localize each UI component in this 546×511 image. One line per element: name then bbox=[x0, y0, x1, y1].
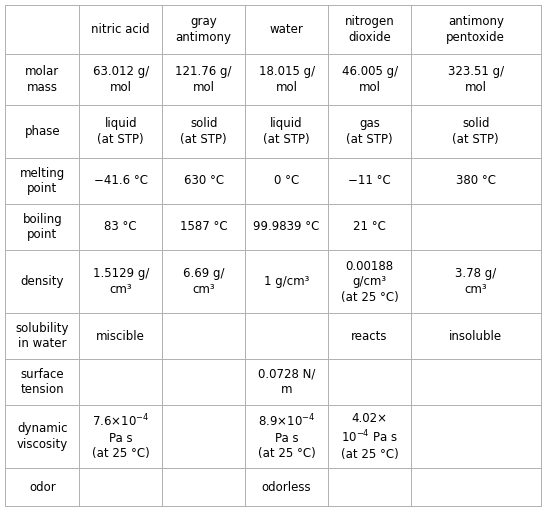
Text: solid
(at STP): solid (at STP) bbox=[180, 118, 227, 146]
Text: 99.9839 °C: 99.9839 °C bbox=[253, 220, 320, 234]
Text: surface
tension: surface tension bbox=[21, 368, 64, 397]
Text: 630 °C: 630 °C bbox=[183, 174, 224, 188]
Text: water: water bbox=[270, 23, 304, 36]
Text: gas
(at STP): gas (at STP) bbox=[346, 118, 393, 146]
Text: 7.6×10$^{-4}$
Pa s
(at 25 °C): 7.6×10$^{-4}$ Pa s (at 25 °C) bbox=[92, 413, 150, 460]
Text: odor: odor bbox=[29, 480, 56, 494]
Text: 18.015 g/
mol: 18.015 g/ mol bbox=[259, 65, 314, 94]
Text: nitrogen
dioxide: nitrogen dioxide bbox=[345, 15, 394, 44]
Text: −41.6 °C: −41.6 °C bbox=[94, 174, 148, 188]
Text: −11 °C: −11 °C bbox=[348, 174, 391, 188]
Text: 8.9×10$^{-4}$
Pa s
(at 25 °C): 8.9×10$^{-4}$ Pa s (at 25 °C) bbox=[258, 413, 316, 460]
Text: dynamic
viscosity: dynamic viscosity bbox=[17, 423, 68, 451]
Text: 323.51 g/
mol: 323.51 g/ mol bbox=[448, 65, 504, 94]
Text: 0.00188
g/cm³
(at 25 °C): 0.00188 g/cm³ (at 25 °C) bbox=[341, 260, 399, 304]
Text: gray
antimony: gray antimony bbox=[176, 15, 232, 44]
Text: 4.02×
10$^{-4}$ Pa s
(at 25 °C): 4.02× 10$^{-4}$ Pa s (at 25 °C) bbox=[341, 412, 399, 461]
Text: 3.78 g/
cm³: 3.78 g/ cm³ bbox=[455, 267, 496, 296]
Text: 1 g/cm³: 1 g/cm³ bbox=[264, 275, 310, 288]
Text: 1.5129 g/
cm³: 1.5129 g/ cm³ bbox=[93, 267, 149, 296]
Text: 46.005 g/
mol: 46.005 g/ mol bbox=[341, 65, 397, 94]
Text: 380 °C: 380 °C bbox=[456, 174, 496, 188]
Text: boiling
point: boiling point bbox=[22, 213, 62, 241]
Text: antimony
pentoxide: antimony pentoxide bbox=[447, 15, 505, 44]
Text: miscible: miscible bbox=[96, 330, 145, 342]
Text: melting
point: melting point bbox=[20, 167, 65, 195]
Text: 121.76 g/
mol: 121.76 g/ mol bbox=[175, 65, 232, 94]
Text: liquid
(at STP): liquid (at STP) bbox=[97, 118, 144, 146]
Text: 0.0728 N/
m: 0.0728 N/ m bbox=[258, 368, 316, 397]
Text: molar
mass: molar mass bbox=[25, 65, 60, 94]
Text: 21 °C: 21 °C bbox=[353, 220, 386, 234]
Text: 63.012 g/
mol: 63.012 g/ mol bbox=[93, 65, 149, 94]
Text: reacts: reacts bbox=[351, 330, 388, 342]
Text: solid
(at STP): solid (at STP) bbox=[453, 118, 499, 146]
Text: liquid
(at STP): liquid (at STP) bbox=[263, 118, 310, 146]
Text: density: density bbox=[21, 275, 64, 288]
Text: 6.69 g/
cm³: 6.69 g/ cm³ bbox=[183, 267, 224, 296]
Text: 1587 °C: 1587 °C bbox=[180, 220, 228, 234]
Text: solubility
in water: solubility in water bbox=[16, 322, 69, 351]
Text: nitric acid: nitric acid bbox=[92, 23, 150, 36]
Text: odorless: odorless bbox=[262, 480, 311, 494]
Text: insoluble: insoluble bbox=[449, 330, 502, 342]
Text: phase: phase bbox=[25, 125, 60, 138]
Text: 83 °C: 83 °C bbox=[104, 220, 137, 234]
Text: 0 °C: 0 °C bbox=[274, 174, 299, 188]
